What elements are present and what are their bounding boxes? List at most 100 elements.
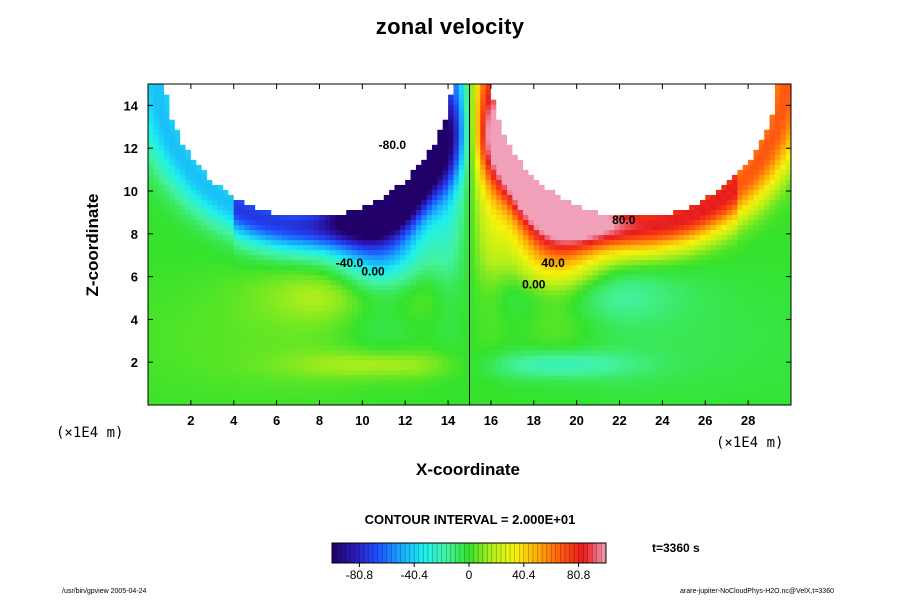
heatmap-cell (630, 274, 637, 281)
heatmap-cell (201, 344, 208, 351)
heatmap-cell (217, 239, 224, 246)
heatmap-cell (362, 294, 369, 301)
heatmap-cell (646, 384, 653, 391)
heatmap-cell (582, 304, 588, 311)
heatmap-cell (212, 214, 219, 221)
heatmap-cell (399, 249, 406, 256)
heatmap-cell (507, 379, 513, 386)
heatmap-cell (710, 354, 717, 361)
heatmap-cell (710, 329, 717, 336)
heatmap-cell (523, 334, 530, 341)
heatmap-cell (485, 259, 492, 266)
heatmap-cell (244, 214, 251, 221)
heatmap-cell (169, 399, 176, 405)
heatmap-cell (265, 389, 272, 396)
heatmap-cell (453, 319, 460, 326)
heatmap-cell (753, 304, 760, 311)
heatmap-cell (174, 204, 181, 210)
heatmap-cell (517, 399, 524, 405)
heatmap-cell (726, 259, 733, 266)
heatmap-cell (185, 299, 192, 306)
heatmap-cell (598, 304, 605, 311)
heatmap-cell (598, 269, 605, 276)
heatmap-cell (614, 399, 621, 405)
heatmap-cell (271, 379, 278, 386)
heatmap-cell (158, 254, 165, 261)
heatmap-cell (539, 319, 546, 326)
heatmap-cell (453, 364, 460, 371)
heatmap-cell (410, 269, 417, 276)
heatmap-cell (726, 339, 733, 346)
heatmap-cell (646, 214, 653, 221)
heatmap-cell (630, 269, 637, 276)
heatmap-cell (281, 354, 288, 361)
heatmap-cell (624, 299, 631, 306)
heatmap-cell (651, 299, 658, 306)
heatmap-cell (640, 259, 647, 266)
heatmap-cell (212, 289, 219, 296)
heatmap-cell (244, 384, 251, 391)
heatmap-cell (249, 399, 256, 405)
heatmap-cell (389, 199, 396, 205)
heatmap-cell (169, 299, 176, 306)
heatmap-cell (533, 314, 540, 321)
heatmap-cell (448, 379, 455, 386)
heatmap-cell (469, 244, 476, 251)
heatmap-cell (405, 359, 412, 366)
heatmap-cell (571, 389, 578, 396)
heatmap-cell (431, 349, 438, 356)
heatmap-cell (608, 294, 615, 301)
heatmap-cell (410, 199, 417, 205)
heatmap-cell (764, 389, 771, 396)
heatmap-cell (710, 379, 717, 386)
heatmap-cell (694, 309, 701, 316)
heatmap-cell (164, 289, 171, 296)
heatmap-cell (228, 314, 235, 321)
heatmap-cell (464, 279, 471, 286)
heatmap-cell (683, 294, 690, 301)
heatmap-cell (748, 264, 755, 271)
heatmap-cell (571, 249, 578, 256)
heatmap-cell (458, 269, 465, 276)
heatmap-cell (587, 229, 594, 236)
heatmap-cell (405, 194, 412, 200)
heatmap-cell (549, 219, 556, 226)
heatmap-cell (431, 389, 438, 396)
heatmap-cell (549, 214, 556, 221)
heatmap-cell (351, 299, 358, 306)
heatmap-cell (362, 204, 369, 210)
heatmap-cell (453, 399, 460, 405)
heatmap-cell (608, 374, 615, 381)
heatmap-cell (748, 369, 755, 376)
heatmap-cell (212, 229, 219, 236)
heatmap-cell (753, 394, 760, 401)
heatmap-cell (239, 314, 246, 321)
heatmap-cell (780, 299, 787, 306)
heatmap-cell (458, 209, 465, 216)
heatmap-cell (201, 354, 208, 361)
heatmap-cell (405, 219, 412, 226)
heatmap-cell (281, 294, 288, 301)
heatmap-cell (389, 319, 396, 326)
heatmap-cell (721, 354, 728, 361)
heatmap-cell (705, 304, 712, 311)
heatmap-cell (233, 279, 240, 286)
heatmap-cell (533, 294, 540, 301)
heatmap-cell (565, 334, 572, 341)
heatmap-cell (431, 234, 438, 241)
heatmap-cell (726, 394, 733, 401)
heatmap-cell (223, 234, 229, 241)
heatmap-cell (196, 379, 203, 386)
heatmap-cell (764, 234, 771, 241)
heatmap-cell (158, 394, 165, 401)
heatmap-cell (405, 204, 412, 210)
heatmap-cell (271, 329, 278, 336)
heatmap-cell (464, 249, 471, 256)
heatmap-cell (453, 279, 460, 286)
heatmap-cell (308, 289, 315, 296)
heatmap-cell (651, 304, 658, 311)
heatmap-cell (431, 329, 438, 336)
heatmap-cell (164, 254, 171, 261)
heatmap-cell (308, 259, 315, 266)
heatmap-cell (464, 264, 471, 271)
